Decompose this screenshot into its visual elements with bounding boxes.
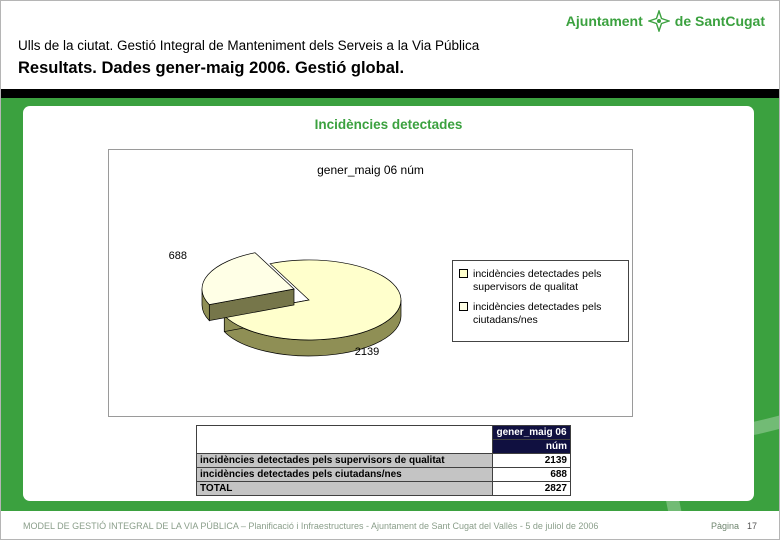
panel-title: Incidències detectades [314, 117, 463, 132]
table-header-num: núm [492, 439, 571, 454]
pie-label-supervisors: 2139 [355, 346, 379, 358]
table-header-empty-cell [196, 425, 493, 454]
table-header-row-group: gener_maig 06 [196, 425, 571, 454]
slide-footer: MODEL DE GESTIÓ INTEGRAL DE LA VIA PÚBLI… [1, 511, 779, 539]
table-row-label: incidències detectades pels ciutadans/ne… [196, 467, 493, 482]
table-row: incidències detectades pels ciutadans/ne… [196, 467, 571, 482]
legend-marker-supervisors [459, 269, 468, 278]
content-panel: Incidències detectades gener_maig 06 núm [23, 106, 754, 501]
table-header-row-num: núm [197, 439, 571, 454]
pie-label-ciutadans: 688 [169, 250, 187, 262]
brand-compass-icon [647, 10, 670, 32]
table-header-group: gener_maig 06 [492, 425, 571, 440]
table-row-label: incidències detectades pels supervisors … [196, 453, 493, 468]
legend-item-ciutadans: incidències detectades pels ciutadans/ne… [459, 301, 622, 327]
page-indicator: Pàgina 17 [711, 521, 757, 531]
slide-title: Resultats. Dades gener-maig 2006. Gestió… [18, 59, 405, 77]
legend-label-ciutadans: incidències detectades pels ciutadans/ne… [473, 301, 602, 327]
slide-header: Ajuntament de SantCugat Ulls de la ciuta… [1, 1, 779, 89]
page-number: 17 [746, 521, 757, 531]
legend-label-supervisors: incidències detectades pels supervisors … [473, 268, 602, 294]
table-row-value: 688 [492, 467, 571, 482]
legend-item-supervisors: incidències detectades pels supervisors … [459, 268, 622, 294]
slide-kicker: Ulls de la ciutat. Gestió Integral de Ma… [18, 38, 480, 53]
chart-legend: incidències detectades pels supervisors … [452, 260, 629, 342]
table-row: incidències detectades pels supervisors … [196, 453, 571, 468]
slide-body: Incidències detectades gener_maig 06 núm [1, 98, 779, 511]
footer-text: MODEL DE GESTIÓ INTEGRAL DE LA VIA PÚBLI… [23, 521, 599, 531]
pie-slice-ciutadans [201, 252, 295, 305]
chart-frame: gener_maig 06 núm 688 2139 [108, 149, 633, 417]
data-table: gener_maig 06 núm incidències detectades… [196, 425, 571, 496]
brand-logo: Ajuntament de SantCugat [566, 10, 765, 32]
table-row-value: 2139 [492, 453, 571, 468]
page-label: Pàgina [710, 521, 739, 531]
table-row-label: TOTAL [196, 481, 493, 496]
pie-slice-supervisors [223, 259, 402, 341]
chart-title: gener_maig 06 núm [317, 163, 424, 177]
legend-marker-ciutadans [459, 302, 468, 312]
brand-name-left: Ajuntament [565, 13, 643, 29]
header-divider-bar [1, 89, 779, 98]
table-row-total: TOTAL 2827 [196, 481, 571, 496]
brand-name-right: de SantCugat [674, 13, 765, 29]
pie-chart: 688 2139 [169, 250, 402, 358]
table-row-value: 2827 [492, 481, 571, 496]
